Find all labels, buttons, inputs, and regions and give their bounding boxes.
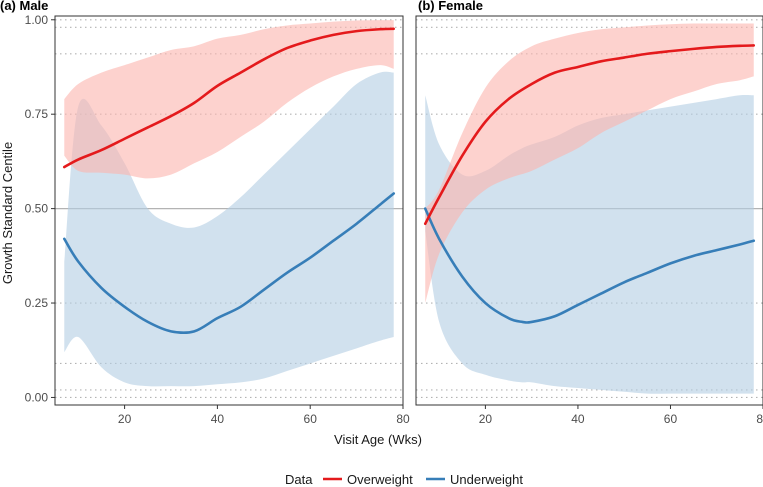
series-line-overweight (423, 44, 756, 226)
x-tick-label: 80 (756, 412, 763, 426)
y-axis-title: Growth Standard Centile (0, 142, 15, 284)
series-line-underweight (423, 207, 756, 324)
x-tick-label: 80 (396, 412, 410, 426)
y-tick-label: 0.50 (25, 202, 49, 216)
legend-title: Data (285, 472, 313, 487)
panel-female: (b) Female 20 40 60 80 (415, 0, 763, 426)
x-tick-label: 40 (211, 412, 225, 426)
x-tick-label: 20 (118, 412, 132, 426)
x-tick-label: 60 (664, 412, 678, 426)
confidence-band-underweight (64, 71, 394, 387)
confidence-band-overweight (64, 20, 394, 179)
x-axis-title: Visit Age (Wks) (334, 432, 422, 447)
panel-male: (a) Male 20 40 60 80 (0, 0, 410, 426)
legend-label-underweight: Underweight (450, 472, 523, 487)
y-tick-label: 0.75 (25, 107, 49, 121)
panel-title-male: (a) Male (0, 0, 48, 13)
x-tick-label: 60 (304, 412, 318, 426)
panel-border-male (54, 15, 404, 406)
panel-border-female (415, 15, 763, 406)
y-tick-label: 0.25 (25, 296, 49, 310)
panel-title-female: (b) Female (418, 0, 483, 13)
x-tick-label: 20 (479, 412, 493, 426)
series-line-underweight (62, 192, 396, 335)
confidence-band-overweight (425, 23, 754, 304)
y-tick-label: 1.00 (25, 13, 49, 27)
legend: Data Overweight Underweight (285, 472, 523, 487)
legend-label-overweight: Overweight (347, 472, 413, 487)
x-tick-label: 40 (571, 412, 585, 426)
y-tick-label: 0.00 (25, 390, 49, 404)
series-line-overweight (62, 27, 396, 169)
